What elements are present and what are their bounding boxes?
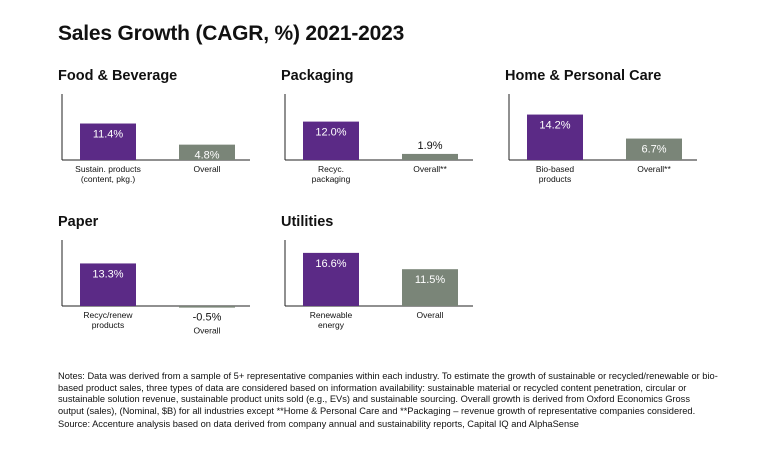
value-label-recyc-packaging: 12.0% (315, 127, 346, 139)
category-label-recyc-packaging: packaging (312, 174, 351, 184)
value-label-overall: -0.5% (193, 312, 222, 324)
category-label-overall: Overall (194, 326, 221, 336)
chart-title: Sales Growth (CAGR, %) 2021-2023 (58, 22, 405, 45)
bar-overall (626, 138, 682, 160)
category-label-overall: Overall (417, 310, 444, 320)
bar-bio-based-products (527, 114, 583, 160)
category-label-renewable-energy: energy (318, 320, 345, 330)
value-label-overall: 4.8% (194, 150, 219, 162)
value-label-bio-based-products: 14.2% (539, 120, 570, 132)
category-label-renewable-energy: Renewable (310, 310, 353, 320)
notes-text: Notes: Data was derived from a sample of… (58, 371, 718, 416)
panel-utilities: Utilities 16.6% Renewable energy 11.5% Overa… (281, 214, 491, 364)
category-label-overall: Overall (194, 164, 221, 174)
panel-title-utilities: Utilities (281, 214, 334, 230)
value-label-overall: 6.7% (641, 144, 666, 156)
category-label-recyc-renew-products: Recyc/renew (83, 310, 133, 320)
category-label-recyc-packaging: Recyc. (318, 164, 344, 174)
bar-renewable-energy (303, 252, 359, 306)
chart-svg-packaging: 12.0% Recyc.packaging 1.9% Overall** (284, 94, 473, 184)
panel-food-beverage: Food & Beverage 11.4% Sustain. products (c… (58, 68, 268, 218)
value-label-sustain-products-content-pkg: 11.4% (93, 129, 124, 141)
chart-svg-food-beverage: 11.4% Sustain. products(content, pkg.) 4.8… (61, 94, 250, 184)
category-label-overall: Overall** (413, 164, 447, 174)
panel-paper: Paper 13.3% Recyc/renew products -0.5% Overa… (58, 214, 268, 364)
panel-title-home-personal-care: Home & Personal Care (505, 68, 662, 84)
value-label-overall: 1.9% (417, 140, 442, 152)
category-label-recyc-renew-products: products (92, 320, 125, 330)
category-label-bio-based-products: products (539, 174, 572, 184)
panel-packaging: Packaging 12.0% Recyc. packaging 1.9% Overal… (281, 68, 491, 218)
source-text: Source: Accenture analysis based on data… (58, 419, 579, 430)
category-label-sustain-products-content-pkg: Sustain. products (75, 164, 141, 174)
panel-home-personal-care: Home & Personal Care 14.2% Bio-based produ… (505, 68, 715, 218)
value-label-overall: 11.5% (415, 274, 446, 286)
bar-sustain-products-content-pkg (80, 123, 136, 160)
value-label-recyc-renew-products: 13.3% (92, 268, 123, 280)
category-label-bio-based-products: Bio-based (536, 164, 575, 174)
bar-overall (179, 144, 235, 160)
bar-recyc-packaging (303, 121, 359, 160)
category-label-sustain-products-content-pkg: (content, pkg.) (81, 174, 136, 184)
bar-recyc-renew-products (80, 263, 136, 306)
bar-overall (402, 153, 458, 160)
bar-overall (179, 306, 235, 308)
panel-title-food-beverage: Food & Beverage (58, 68, 178, 84)
panel-title-packaging: Packaging (281, 68, 354, 84)
notes-section: Notes: Data was derived from a sample of… (58, 371, 718, 431)
panel-title-paper: Paper (58, 214, 99, 230)
category-label-overall: Overall** (637, 164, 671, 174)
bar-overall (402, 269, 458, 306)
value-label-renewable-energy: 16.6% (315, 258, 346, 270)
